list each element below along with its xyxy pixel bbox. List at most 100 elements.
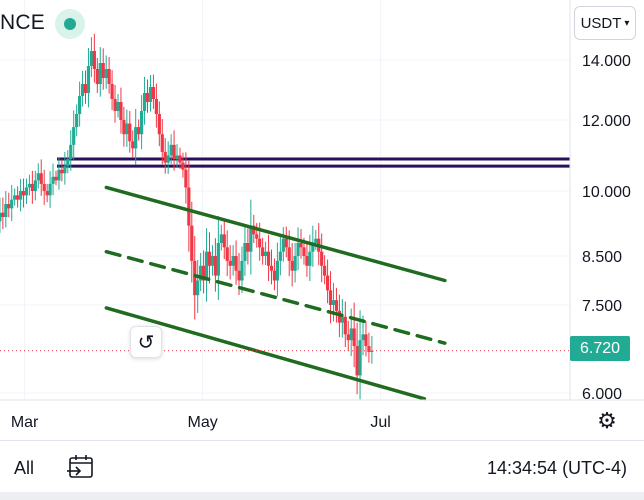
candle-body (263, 251, 268, 256)
candle-body (137, 127, 141, 135)
x-tick-label: Jul (370, 414, 390, 431)
candle (196, 259, 200, 313)
candle-body (243, 243, 247, 261)
candle (113, 84, 117, 123)
candle-body (42, 183, 46, 191)
candle (142, 76, 147, 125)
candle-body (72, 127, 76, 145)
bottom-strip (0, 492, 644, 500)
candle (98, 47, 102, 97)
market-status-icon (55, 9, 85, 39)
candle-body (320, 251, 324, 266)
y-tick-label: 7.500 (582, 298, 622, 315)
y-tick-label: 10.000 (582, 184, 631, 201)
candle-body (16, 195, 20, 200)
candle (328, 271, 333, 324)
candle (134, 108, 138, 165)
candle (157, 101, 161, 147)
candle-body (343, 316, 347, 335)
candle-body (361, 334, 365, 341)
candle-body (340, 316, 344, 323)
candle-body (225, 247, 229, 261)
candle (30, 170, 34, 204)
candle (249, 199, 253, 275)
candle (27, 174, 32, 196)
candle (10, 184, 14, 222)
candle (24, 178, 29, 204)
y-tick-label: 8.500 (582, 249, 622, 266)
candle (175, 144, 179, 169)
candle-body (204, 251, 209, 281)
candle (107, 57, 111, 94)
candle-body (275, 260, 280, 281)
candle-body (314, 238, 318, 243)
candle (51, 163, 55, 196)
candle (199, 252, 203, 292)
clock-timezone[interactable]: 14:34:54 (UTC-4) (487, 458, 628, 478)
candle (231, 245, 235, 276)
candle (137, 119, 141, 141)
candle-body (101, 63, 105, 78)
candle (36, 163, 40, 189)
candle (349, 308, 353, 357)
chart-settings-button[interactable]: ⚙ (592, 406, 622, 436)
candle-body (92, 51, 96, 69)
candle-body (57, 169, 61, 181)
candle (122, 106, 126, 147)
candle-body (210, 256, 215, 266)
candle-body (370, 350, 374, 352)
candle-body (128, 123, 132, 142)
candle (210, 245, 215, 276)
candle (296, 227, 300, 271)
candle-body (140, 111, 144, 135)
candle-body (234, 256, 238, 271)
y-tick-label: 12.000 (582, 113, 631, 130)
candle-body (66, 159, 70, 167)
candle (92, 33, 96, 83)
candle-body (181, 162, 185, 170)
candle-body (231, 256, 235, 266)
candle-body (10, 199, 14, 209)
candle (95, 57, 99, 93)
candle-body (54, 176, 58, 181)
candle (266, 234, 271, 282)
candle (228, 245, 232, 280)
candle (201, 250, 206, 294)
candle-body (196, 280, 200, 296)
candle-body (201, 265, 206, 281)
range-all-button[interactable]: All (14, 458, 35, 478)
candle-body (269, 265, 274, 271)
candle-body (21, 191, 26, 196)
candle-body (60, 169, 64, 174)
candle (110, 70, 114, 111)
candle (364, 321, 368, 357)
candle (0, 197, 2, 234)
candle-body (323, 265, 327, 276)
candle-body (48, 183, 52, 196)
candle-body (190, 225, 194, 261)
candle-body (281, 238, 285, 252)
candle (63, 151, 67, 185)
candle-body (249, 225, 253, 252)
candle (57, 157, 61, 190)
candle (145, 79, 150, 113)
candle (33, 170, 37, 201)
candle-body (7, 204, 11, 209)
candle (193, 236, 197, 320)
candle-body (98, 63, 102, 84)
candle (1, 197, 5, 230)
candle (370, 336, 374, 364)
calendar-arrow-icon[interactable] (66, 453, 96, 481)
reset-chart-button[interactable]: ↺ (130, 326, 162, 358)
candle-body (219, 234, 223, 243)
candle (89, 37, 94, 78)
candle-body (364, 334, 368, 347)
horizontal-levels (57, 157, 570, 168)
candle-body (325, 275, 330, 291)
candle-body (30, 183, 34, 191)
currency-select[interactable]: USDT ▾ (574, 6, 636, 40)
trend-channel (104, 185, 447, 401)
candle-body (367, 346, 371, 352)
candle (4, 191, 8, 228)
